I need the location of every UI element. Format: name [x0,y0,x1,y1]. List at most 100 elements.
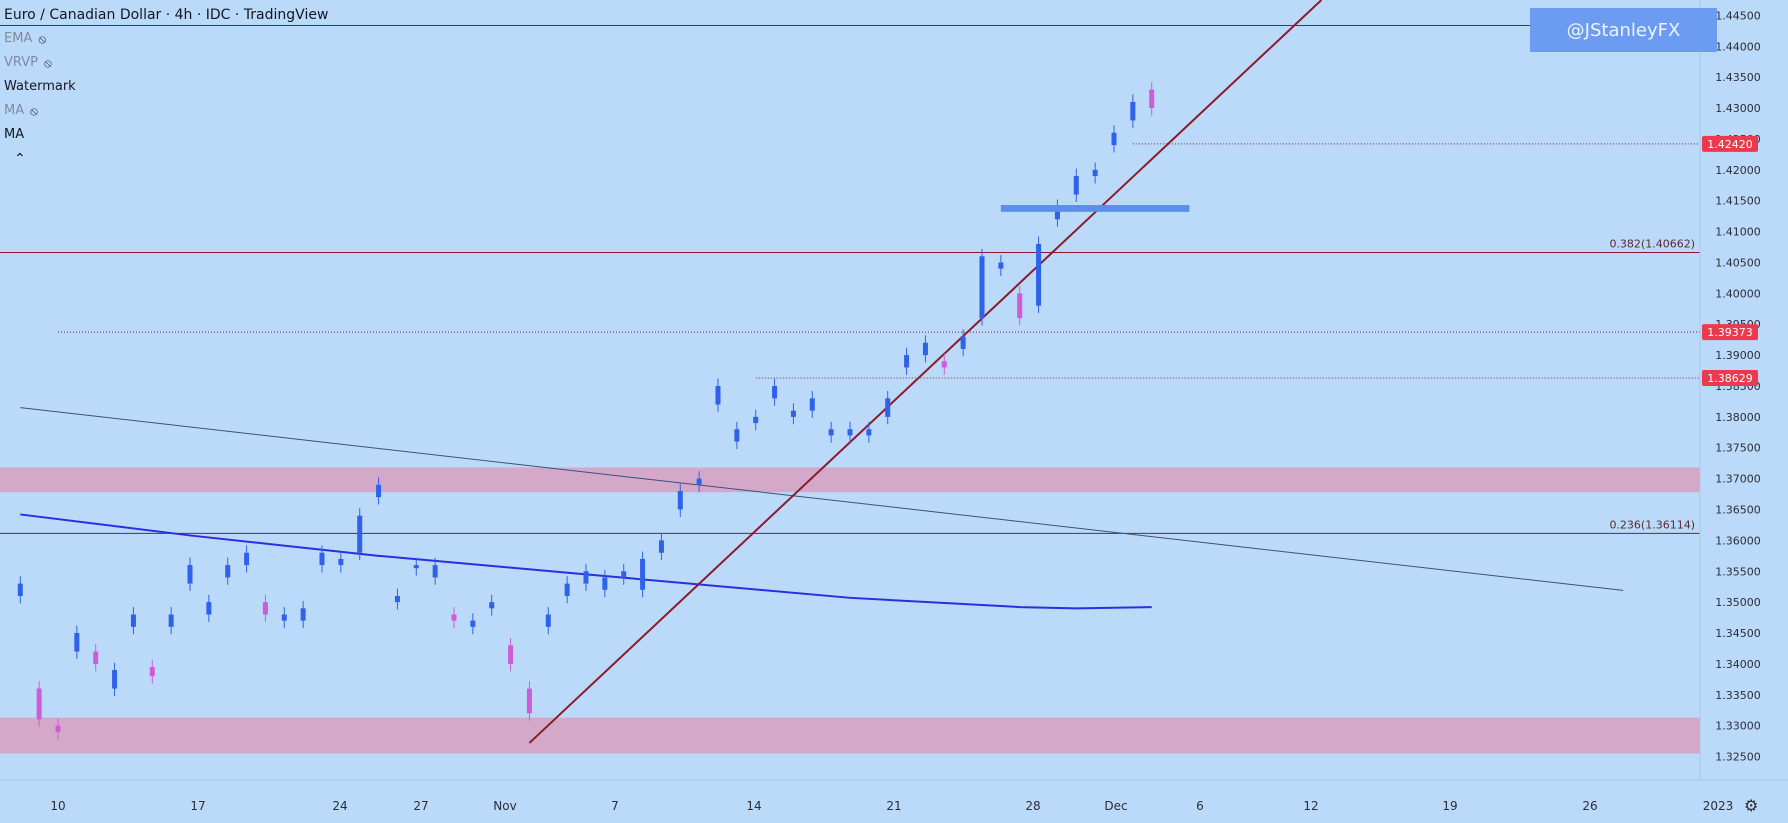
time-tick-label: 24 [332,799,347,813]
indicator-label: VRVP [4,55,38,70]
candle [432,557,438,585]
price-label: 1.38629 [1702,370,1758,387]
time-tick-label: Dec [1104,799,1127,813]
candle [338,551,344,573]
candle-body [564,583,570,596]
candle [677,483,683,517]
candle-body [847,429,853,436]
candle-body [36,688,42,720]
rising-trendline [528,0,1323,744]
candle [809,390,815,419]
chart-title: Euro / Canadian Dollar · 4h · IDC · Trad… [4,7,329,23]
indicator-watermark[interactable]: Watermark [4,75,328,99]
candle-body [432,565,438,578]
candle [696,471,702,493]
eye-off-icon[interactable]: ⦸ [30,104,38,118]
price-label-text: 1.38629 [1707,372,1753,385]
candle-body [904,355,910,368]
candle [394,588,400,610]
candle-body [715,385,721,405]
candle-body [55,725,61,732]
candle [1149,82,1155,116]
chevron-up-icon[interactable]: ⌃ [14,151,26,167]
eye-off-icon[interactable]: ⦸ [43,56,52,70]
candle-body [677,490,683,510]
candle-body [602,577,608,590]
candle-body [338,558,344,566]
candle-body [583,571,589,584]
candle [526,681,532,721]
price-tick-label: 1.40000 [1715,287,1761,300]
gear-icon[interactable]: ⚙ [1744,796,1759,815]
price-tick-label: 1.33000 [1715,720,1761,733]
indicator-label: EMA [4,31,33,46]
price-tick-label: 1.37000 [1715,473,1761,486]
price-label-text: 1.42420 [1707,138,1753,151]
price-label-box [1702,324,1758,341]
candle [93,644,99,672]
candle-body [772,385,778,399]
candle-body [206,602,212,615]
chart-legend: Euro / Canadian Dollar · 4h · IDC · Trad… [4,3,328,171]
candle [1054,199,1060,227]
candle [74,625,80,659]
candle-body [809,398,815,411]
candle [904,347,910,375]
candle [998,255,1004,277]
candle-body [621,571,627,578]
candle-body [696,478,702,485]
candle [1111,125,1117,153]
candle [960,329,966,357]
candle [790,403,796,425]
candle-body [300,608,306,621]
candle-body [1130,101,1136,121]
watermark-label: @JStanleyFX [1530,8,1717,52]
candle-body [281,614,287,621]
candle [1036,236,1042,314]
time-tick-label: Nov [493,799,516,813]
price-tick-label: 1.41000 [1715,226,1761,239]
candle-body [74,633,80,652]
price-label: 1.39373 [1702,324,1758,341]
price-tick-label: 1.44500 [1715,9,1761,22]
indicator-ema[interactable]: EMA ⦸ [4,27,328,51]
indicator-ma[interactable]: MA [4,123,328,147]
price-tick-label: 1.35000 [1715,596,1761,609]
candle [112,662,118,697]
time-tick-label: 6 [1196,799,1204,813]
candle [715,378,721,412]
candle-body [262,602,268,615]
price-tick-label: 1.33500 [1715,689,1761,702]
candle [658,532,664,561]
candle [470,613,476,635]
candle [885,390,891,425]
candle [281,607,287,629]
price-label-text: 1.39373 [1707,326,1753,339]
candle-body [1017,293,1023,319]
candle-body [508,645,514,664]
candle-body [168,614,174,627]
price-tick-label: 1.43000 [1715,102,1761,115]
candle [772,378,778,406]
candle [55,718,61,740]
candle [753,409,759,431]
candle-body [526,688,532,714]
indicator-vrvp[interactable]: VRVP ⦸ [4,51,328,75]
candle-body [998,262,1004,269]
price-tick-label: 1.42000 [1715,164,1761,177]
candle-body [866,429,872,436]
candle-body [376,484,382,498]
time-tick-label: 12 [1303,799,1318,813]
indicator-ma-hidden[interactable]: MA ⦸ [4,99,328,123]
eye-off-icon[interactable]: ⦸ [38,32,47,46]
price-label-box [1702,370,1758,387]
candle [225,557,231,585]
candle-body [93,651,99,664]
candle-body [187,565,193,584]
candle [583,563,589,592]
price-tick-label: 1.44000 [1715,40,1761,53]
price-label: 1.42420 [1702,135,1758,152]
candle-body [244,552,250,566]
